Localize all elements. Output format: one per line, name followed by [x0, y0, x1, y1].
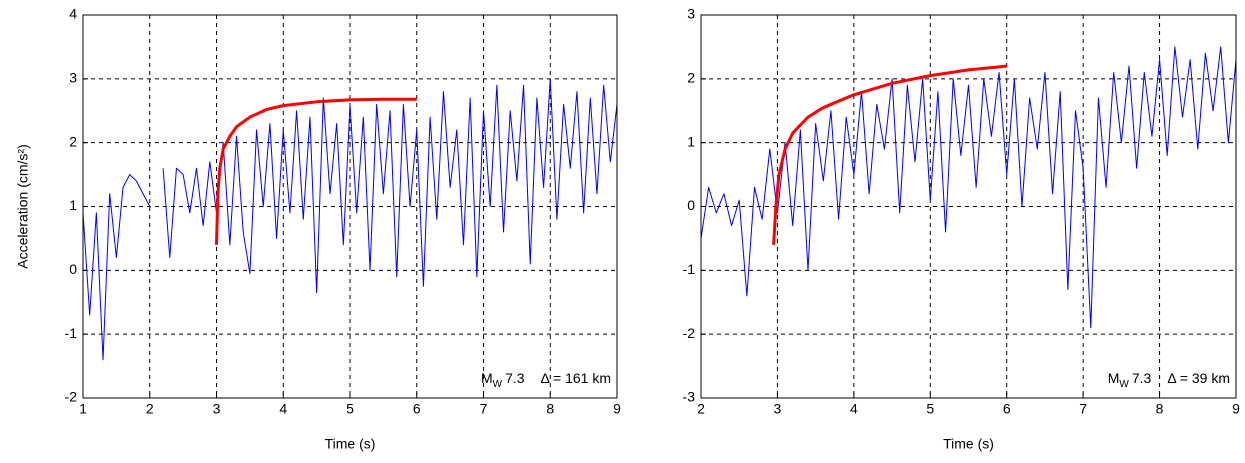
magnitude-value: 7.3: [1132, 370, 1152, 386]
distance: Δ = 161 km: [541, 370, 611, 386]
x-tick-label: 7: [480, 401, 488, 417]
y-axis-label: Acceleration (cm/s²): [15, 144, 31, 268]
x-tick-label: 1: [79, 401, 87, 417]
subplot: 2 3 4 5 6 7 8 9 -3 -2 -1 0 1 2 3 Time (s) MW 7.3 Δ = 39 km: [683, 6, 1241, 452]
magnitude-subscript: W: [1119, 379, 1129, 390]
y-tick-label: -2: [65, 389, 78, 405]
x-tick-label: 8: [546, 401, 554, 417]
y-tick-label: 3: [687, 6, 695, 22]
series-line: [700, 46, 1237, 329]
x-tick-label: 6: [1003, 401, 1011, 417]
magnitude-subscript: W: [493, 379, 503, 390]
x-tick-label: 3: [213, 401, 221, 417]
y-tick-label: 1: [69, 197, 77, 213]
y-tick-label: 4: [69, 6, 77, 22]
magnitude-value: 7.3: [505, 370, 525, 386]
x-axis-label: Time (s): [325, 436, 376, 452]
x-tick-label: 5: [926, 401, 934, 417]
x-tick-label: 9: [1232, 401, 1240, 417]
x-axis-label: Time (s): [943, 436, 994, 452]
x-tick-label: 5: [346, 401, 354, 417]
x-tick-label: 4: [279, 401, 287, 417]
y-tick-label: -2: [683, 325, 696, 341]
y-tick-label: 0: [687, 197, 695, 213]
y-tick-label: 2: [687, 70, 695, 86]
y-tick-label: 2: [69, 133, 77, 149]
y-tick-label: -1: [65, 325, 78, 341]
x-tick-label: 6: [413, 401, 421, 417]
series-line: [82, 174, 151, 361]
magnitude-symbol: M: [1108, 370, 1120, 386]
y-tick-label: 0: [69, 261, 77, 277]
series-line: [215, 97, 417, 245]
y-tick-label: 1: [687, 133, 695, 149]
y-tick-label: -3: [683, 389, 696, 405]
plot-frame: [82, 14, 618, 399]
annotation: MW 7.3 Δ = 39 km: [1108, 370, 1230, 390]
x-tick-label: 3: [774, 401, 782, 417]
y-tick-label: -1: [683, 261, 696, 277]
distance: Δ = 39 km: [1167, 370, 1230, 386]
series-line: [772, 64, 1007, 245]
x-tick-label: 8: [1156, 401, 1164, 417]
magnitude-symbol: M: [481, 370, 493, 386]
x-tick-label: 9: [613, 401, 621, 417]
series-line: [162, 78, 618, 294]
y-tick-label: 3: [69, 70, 77, 86]
x-tick-label: 2: [146, 401, 154, 417]
x-tick-label: 2: [697, 401, 705, 417]
subplot: 1 2 3 4 5 6 7 8 9 -2 -1 0 1 2 3 4 Time (s) Acceleration (…: [15, 6, 621, 452]
x-tick-label: 4: [850, 401, 858, 417]
annotation: MW 7.3 Δ = 161 km: [481, 370, 611, 390]
plot-frame: [700, 14, 1237, 399]
x-tick-label: 7: [1079, 401, 1087, 417]
